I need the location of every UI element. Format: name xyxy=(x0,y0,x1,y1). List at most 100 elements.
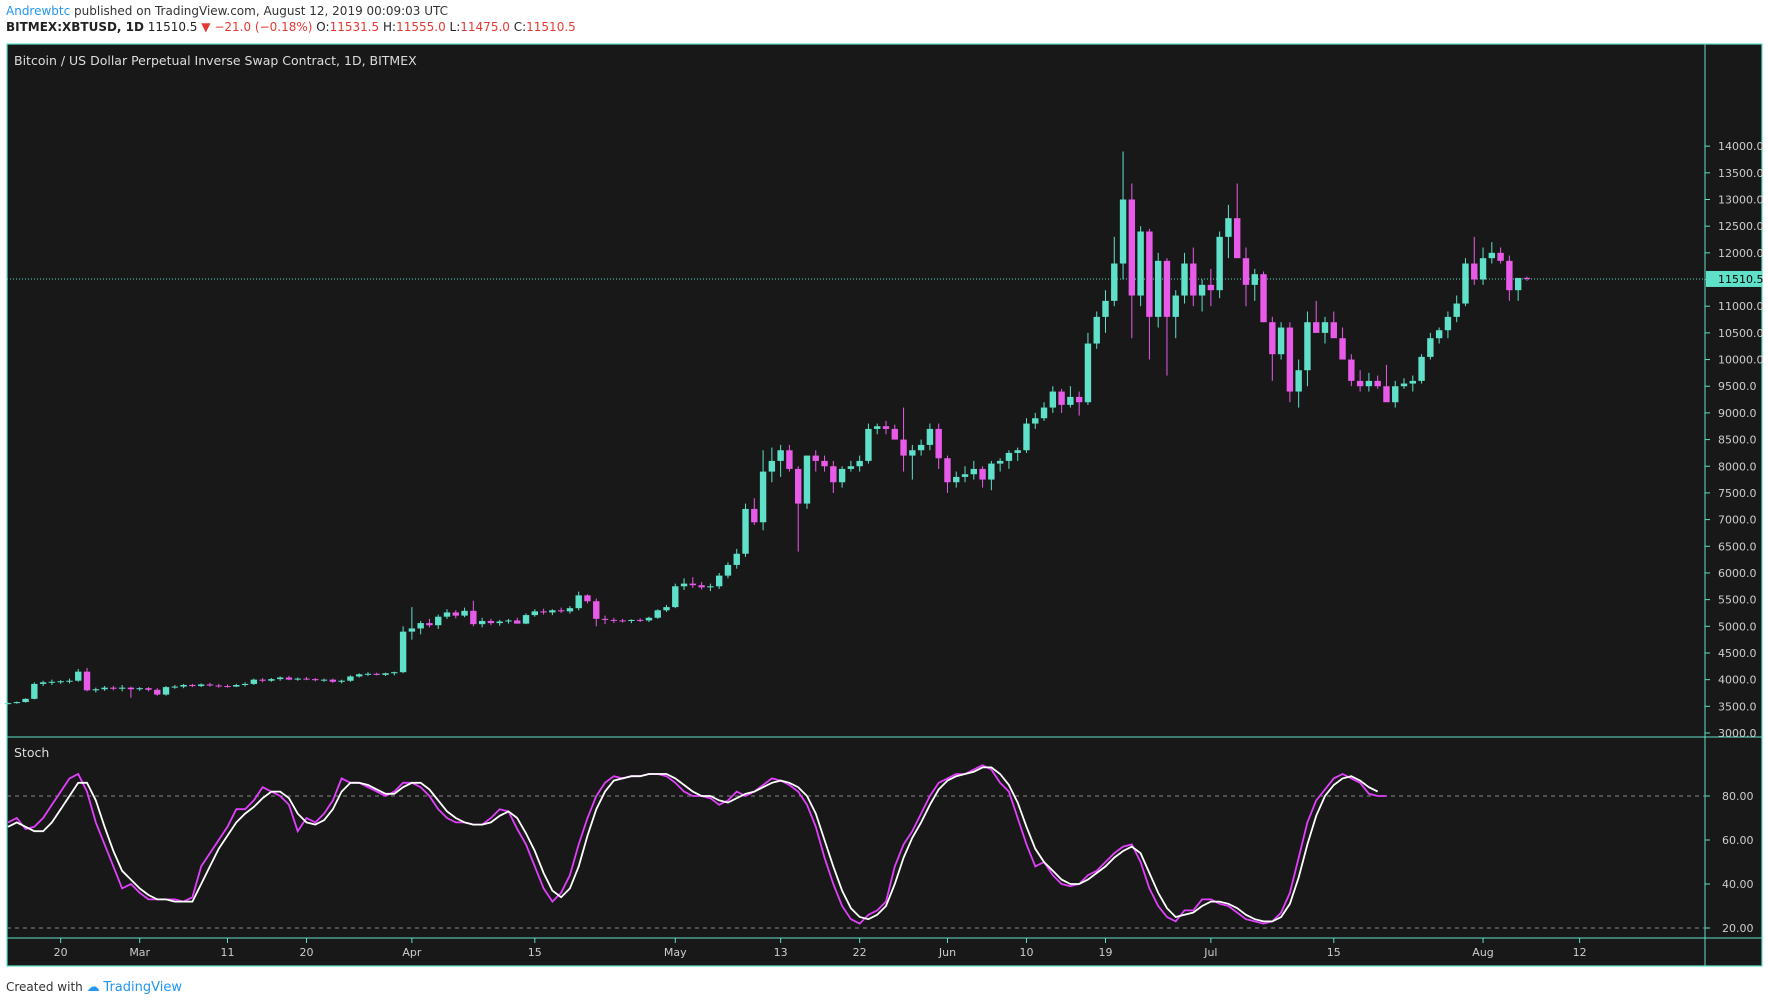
candle-body xyxy=(39,682,47,684)
candle-body xyxy=(1172,295,1179,317)
stoch-tick-label: 40.00 xyxy=(1722,878,1754,891)
candle-body xyxy=(707,586,714,588)
candle-body xyxy=(1190,263,1197,296)
candle-body xyxy=(557,610,565,612)
candle-body xyxy=(856,460,863,467)
candle-body xyxy=(364,673,372,675)
price-tick-label: 3000.0 xyxy=(1718,727,1757,740)
candle-body xyxy=(13,702,20,704)
candle-body xyxy=(1049,391,1057,408)
candle-body xyxy=(549,610,556,613)
candle-body xyxy=(1321,322,1329,333)
candle-body xyxy=(777,450,784,461)
candle-body xyxy=(680,583,688,587)
open-label: O: xyxy=(316,20,330,34)
chart-background xyxy=(6,43,1763,967)
candle-body xyxy=(75,671,82,681)
candle-body xyxy=(909,450,916,456)
candle-body xyxy=(356,674,363,677)
candle-body xyxy=(1365,380,1373,387)
candle-body xyxy=(812,455,819,461)
candle-body xyxy=(751,508,758,523)
candle-body xyxy=(645,617,653,621)
candle-body xyxy=(1356,380,1364,387)
candle-body xyxy=(435,616,442,626)
candle-body xyxy=(1269,322,1276,355)
candle-body xyxy=(1198,284,1206,296)
candle-body xyxy=(391,672,398,674)
candle-body xyxy=(786,450,793,469)
time-tick-label: 11 xyxy=(221,946,235,959)
last-price-badge: 11510.5 xyxy=(1706,270,1764,287)
candle-body xyxy=(1339,338,1346,360)
last-price-text: 11510.5 xyxy=(147,20,198,34)
candle-body xyxy=(443,612,451,617)
candle-body xyxy=(1523,277,1531,279)
price-tick-label: 8000.0 xyxy=(1718,460,1757,473)
candle-body xyxy=(742,508,749,554)
candle-body xyxy=(1216,236,1223,291)
last-price-badge-bg xyxy=(1706,270,1762,287)
price-tick-label: 14000.0 xyxy=(1718,140,1764,153)
candle-body xyxy=(514,620,521,624)
candle-body xyxy=(276,677,284,680)
candle-body xyxy=(505,620,512,622)
candle-body xyxy=(1040,407,1048,419)
candle-body xyxy=(1234,218,1241,259)
candle-body xyxy=(1084,343,1092,403)
tradingview-logo-icon[interactable]: ☁ xyxy=(86,980,100,995)
time-tick-label: Jul xyxy=(1203,946,1217,959)
candle-body xyxy=(22,698,29,703)
down-arrow-icon: ▼ xyxy=(201,20,211,34)
candles xyxy=(4,151,1531,705)
time-tick-label: Mar xyxy=(129,946,150,959)
time-tick-label: Aug xyxy=(1472,946,1493,959)
candle-body xyxy=(531,611,538,616)
candle-body xyxy=(1260,274,1267,323)
time-tick-label: 15 xyxy=(528,946,542,959)
price-tick-label: 10000.0 xyxy=(1718,354,1764,367)
candle-body xyxy=(663,607,670,611)
time-tick-label: 10 xyxy=(1019,946,1033,959)
candle-body xyxy=(1497,252,1504,261)
created-with-text: Created with xyxy=(6,980,83,994)
candle-body xyxy=(496,621,503,624)
candle-body xyxy=(268,679,275,681)
price-tick-label: 7500.0 xyxy=(1718,487,1757,500)
candle-body xyxy=(988,463,995,480)
candle-body xyxy=(715,575,723,587)
candle-body xyxy=(1400,383,1408,387)
candle-body xyxy=(1119,199,1127,264)
candle-body xyxy=(101,687,108,690)
candle-body xyxy=(996,460,1004,464)
price-tick-label: 5000.0 xyxy=(1718,620,1757,633)
candle-body xyxy=(1058,391,1065,405)
candle-body xyxy=(838,468,846,483)
price-tick-label: 3500.0 xyxy=(1718,700,1757,713)
candle-body xyxy=(891,428,898,440)
stoch-axis: 20.00 40.00 60.00 80.00 xyxy=(7,790,1754,935)
time-tick-label: Apr xyxy=(402,946,422,959)
candle-body xyxy=(830,466,837,483)
candle-body xyxy=(478,620,486,625)
tradingview-brand[interactable]: TradingView xyxy=(103,980,182,995)
price-tick-label: 4000.0 xyxy=(1718,674,1757,687)
author-link[interactable]: Andrewbtc xyxy=(6,4,71,18)
candle-body xyxy=(215,685,222,687)
candle-body xyxy=(575,595,582,609)
candle-body xyxy=(1383,386,1390,403)
change-text: −21.0 (−0.18%) xyxy=(214,20,313,34)
time-tick-label: Jun xyxy=(938,946,956,959)
candle-body xyxy=(1163,260,1171,317)
candle-body xyxy=(171,686,179,688)
candle-body xyxy=(1137,231,1144,296)
stoch-tick-label: 80.00 xyxy=(1722,790,1754,803)
candle-body xyxy=(926,428,934,445)
candle-body xyxy=(733,553,740,565)
stoch-tick-label: 20.00 xyxy=(1722,922,1754,935)
time-tick-label: 20 xyxy=(300,946,314,959)
candle-body xyxy=(1277,327,1285,355)
candle-body xyxy=(382,673,389,675)
candle-body xyxy=(136,688,143,690)
